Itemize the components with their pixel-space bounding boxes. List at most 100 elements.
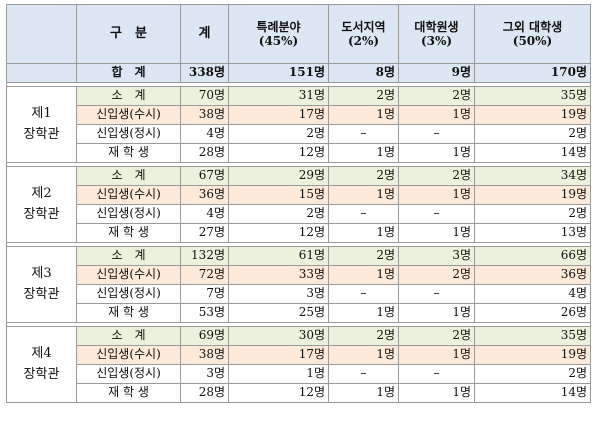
total-blank-cell [6,63,77,83]
value-cell: 31명 [228,86,329,106]
value-cell: 38명 [180,345,229,365]
value-cell: 2명 [474,124,591,144]
current-student-row: 재 학 생 28명 12명 1명 1명 14명 [7,143,591,163]
dormitory-number: 제2 [31,185,52,201]
dormitory-word: 장학관 [23,286,60,302]
value-cell: 36명 [180,185,229,205]
header-corner-cell [6,4,77,64]
value-cell: 36명 [474,265,591,285]
dormitory-word: 장학관 [23,366,60,382]
regular-admission-row: 신입생(정시) 4명 2명 – –2명 [7,204,591,224]
row-label: 소 계 [76,246,181,266]
value-cell: 35명 [474,326,591,346]
subtotal-row: 제3 장학관 소 계 132명 61명 2명 3명 66명 [6,246,591,323]
value-cell: 3명 [228,284,329,304]
total-label: 합 계 [76,63,181,83]
row-label: 신입생(수시) [76,105,181,125]
value-cell: – [328,204,399,224]
value-cell: 67명 [180,166,229,186]
value-cell: 1명 [328,383,399,403]
value-cell: 4명 [474,284,591,304]
header-other-undergrads: 그외 대학생 (50%) [474,4,591,64]
subtotal-row: 제4 장학관 소 계 69명 30명 2명 2명 35명 [6,326,591,403]
value-cell: 26명 [474,303,591,323]
total-cell: 170명 [474,63,591,83]
value-cell: 14명 [474,383,591,403]
value-cell: 4명 [180,124,229,144]
value-cell: 1명 [398,303,475,323]
current-student-row: 재 학 생 53명 25명 1명 1명 26명 [7,303,591,323]
row-label: 신입생(정시) [76,364,181,384]
dormitory-name: 제2 장학관 [6,166,77,243]
value-cell: 1명 [398,345,475,365]
value-cell: 1명 [328,105,399,125]
row-label: 신입생(정시) [76,124,181,144]
value-cell: 132명 [180,246,229,266]
regular-admission-row: 신입생(정시) 7명 3명 – –4명 [7,284,591,304]
value-cell: 33명 [228,265,329,285]
dormitory-number: 제1 [31,105,52,121]
value-cell: 35명 [474,86,591,106]
dormitory-name: 제1 장학관 [6,86,77,163]
value-cell: 1명 [328,345,399,365]
total-cell: 338명 [180,63,229,83]
value-cell: – [398,124,475,144]
total-cell: 8명 [328,63,399,83]
header-row: 구 분 계 특례분야 (45%) 도서지역 (2%) 대학원생 (3%) 그외 대학생… [6,4,591,64]
header-special-field: 특례분야 (45%) [228,4,329,64]
current-student-row: 재 학 생 27명 12명 1명 1명 13명 [7,223,591,243]
scholarship-allocation-table: 구 분 계 특례분야 (45%) 도서지역 (2%) 대학원생 (3%) 그외 대학생… [6,4,591,403]
row-label: 재 학 생 [76,143,181,163]
value-cell: 66명 [474,246,591,266]
value-cell: – [398,284,475,304]
value-cell: 27명 [180,223,229,243]
value-cell: 1명 [328,223,399,243]
early-admission-row: 신입생(수시) 38명 17명 1명 1명 19명 [7,345,591,365]
value-cell: 38명 [180,105,229,125]
value-cell: 15명 [228,185,329,205]
header-graduate-students: 대학원생 (3%) [398,4,475,64]
value-cell: 17명 [228,105,329,125]
value-cell: 72명 [180,265,229,285]
value-cell: 2명 [398,166,475,186]
value-cell: 1명 [398,143,475,163]
dormitory-name: 제4 장학관 [6,326,77,403]
value-cell: 2명 [474,364,591,384]
value-cell: 2명 [474,204,591,224]
total-cell: 9명 [398,63,475,83]
value-cell: 2명 [328,86,399,106]
value-cell: 3명 [398,246,475,266]
value-cell: 30명 [228,326,329,346]
row-label: 재 학 생 [76,303,181,323]
value-cell: – [398,204,475,224]
value-cell: 53명 [180,303,229,323]
row-label: 신입생(수시) [76,185,181,205]
grand-total-row: 합 계 338명 151명 8명 9명 170명 [6,63,591,83]
value-cell: 7명 [180,284,229,304]
value-cell: 34명 [474,166,591,186]
dormitory-number: 제4 [31,345,52,361]
current-student-row: 재 학 생 28명 12명 1명 1명 14명 [7,383,591,403]
value-cell: 2명 [328,246,399,266]
row-label: 신입생(정시) [76,204,181,224]
value-cell: 1명 [328,265,399,285]
value-cell: 14명 [474,143,591,163]
row-label: 재 학 생 [76,383,181,403]
row-label: 신입생(수시) [76,265,181,285]
value-cell: – [328,124,399,144]
subtotal-row: 제2 장학관 소 계 67명 29명 2명 2명 34명 [6,166,591,243]
value-cell: 2명 [328,166,399,186]
value-cell: 28명 [180,143,229,163]
subtotal-row: 제1 장학관 소 계 70명 31명 2명 2명 35명 [6,86,591,163]
value-cell: 2명 [398,326,475,346]
regular-admission-row: 신입생(정시) 3명 1명 – –2명 [7,364,591,384]
value-cell: 4명 [180,204,229,224]
header-total: 계 [180,4,229,64]
value-cell: 19명 [474,185,591,205]
row-label: 신입생(정시) [76,284,181,304]
value-cell: 1명 [398,185,475,205]
value-cell: – [328,284,399,304]
value-cell: 28명 [180,383,229,403]
value-cell: 1명 [228,364,329,384]
early-admission-row: 신입생(수시) 38명 17명 1명 1명 19명 [7,105,591,125]
